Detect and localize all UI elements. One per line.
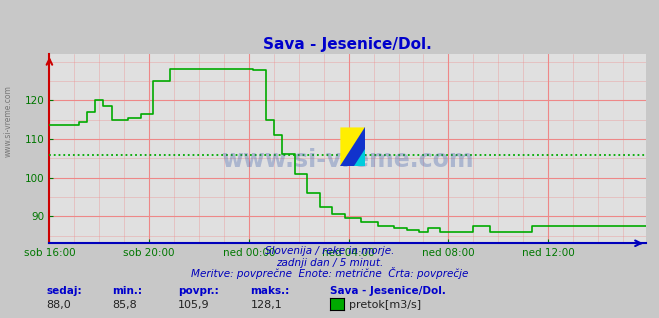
Text: Sava - Jesenice/Dol.: Sava - Jesenice/Dol. xyxy=(330,286,445,296)
Text: www.si-vreme.com: www.si-vreme.com xyxy=(3,85,13,157)
Text: zadnji dan / 5 minut.: zadnji dan / 5 minut. xyxy=(276,258,383,267)
Text: www.si-vreme.com: www.si-vreme.com xyxy=(221,148,474,172)
Title: Sava - Jesenice/Dol.: Sava - Jesenice/Dol. xyxy=(263,37,432,52)
Text: sedaj:: sedaj: xyxy=(46,286,82,296)
Text: maks.:: maks.: xyxy=(250,286,290,296)
Text: min.:: min.: xyxy=(112,286,142,296)
Polygon shape xyxy=(340,128,365,166)
Text: 85,8: 85,8 xyxy=(112,301,137,310)
Text: 128,1: 128,1 xyxy=(250,301,282,310)
Text: povpr.:: povpr.: xyxy=(178,286,219,296)
Polygon shape xyxy=(354,149,365,166)
Text: pretok[m3/s]: pretok[m3/s] xyxy=(349,301,421,310)
Polygon shape xyxy=(340,128,365,166)
Text: 105,9: 105,9 xyxy=(178,301,210,310)
Text: 88,0: 88,0 xyxy=(46,301,71,310)
Text: Meritve: povprečne  Enote: metrične  Črta: povprečje: Meritve: povprečne Enote: metrične Črta:… xyxy=(191,267,468,279)
Text: Slovenija / reke in morje.: Slovenija / reke in morje. xyxy=(265,246,394,256)
